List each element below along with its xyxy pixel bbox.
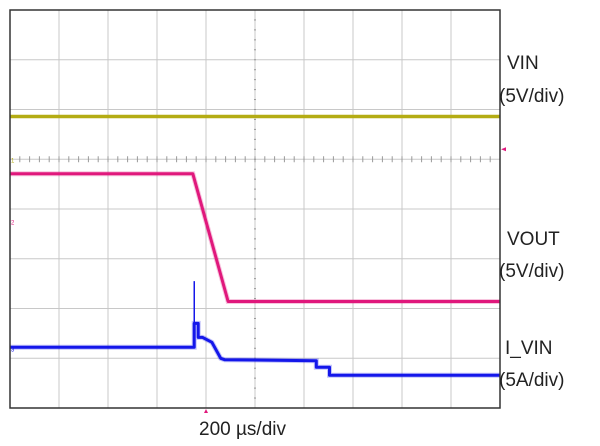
- vout-scale-label: (5V/div): [499, 261, 565, 282]
- vin-label: VIN: [507, 53, 539, 74]
- channel-marker-vin: 1: [11, 158, 15, 164]
- scope-grid: [10, 10, 500, 408]
- trigger-level-marker: [501, 147, 506, 152]
- trace-vout: [10, 172, 500, 303]
- trace-noise-vout: [10, 171, 500, 304]
- ivin-label: I_VIN: [505, 338, 553, 359]
- timebase-label: 200 µs/div: [199, 419, 286, 440]
- vout-label: VOUT: [507, 229, 560, 250]
- channel-marker-i-vin: 3: [11, 347, 15, 353]
- trigger-position-marker: [204, 409, 208, 413]
- channel-markers: 1 2 3: [11, 147, 506, 413]
- plot-frame: [9, 9, 501, 409]
- ivin-scale-label: (5A/div): [499, 370, 565, 391]
- vin-scale-label: (5V/div): [499, 86, 565, 107]
- scope-traces: [10, 114, 500, 378]
- channel-marker-vout: 2: [11, 220, 15, 226]
